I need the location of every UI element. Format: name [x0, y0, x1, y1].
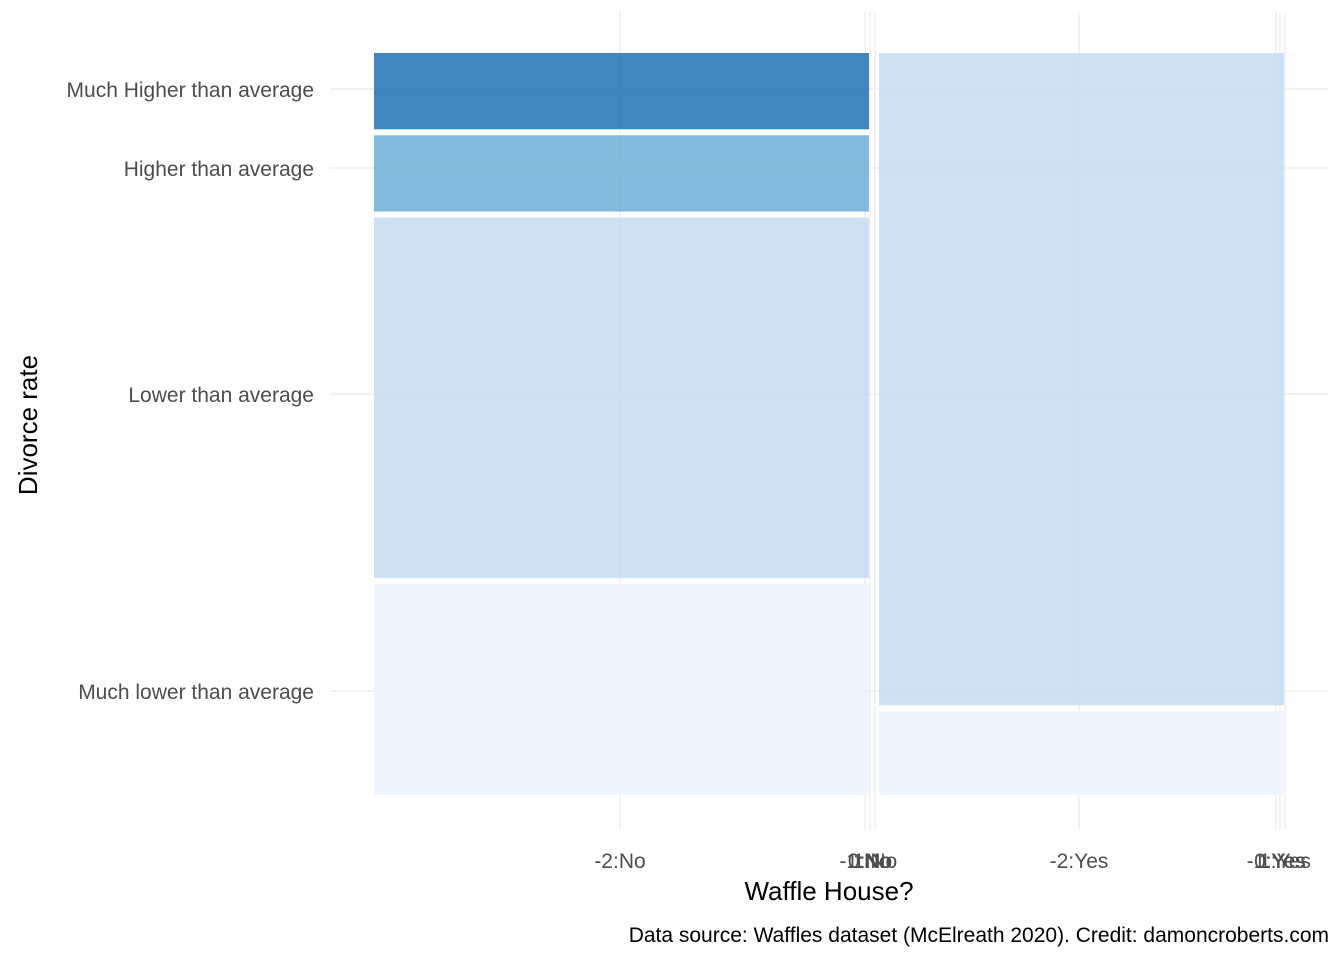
- mosaic-tile: [374, 53, 869, 130]
- mosaic-tiles: [374, 53, 1284, 795]
- y-tick-label: Much lower than average: [78, 681, 314, 704]
- caption: Data source: Waffles dataset (McElreath …: [629, 924, 1329, 947]
- mosaic-tile: [374, 217, 869, 579]
- x-tick-label: 0:No: [848, 850, 892, 873]
- x-tick-label: -1:Yes: [1247, 850, 1306, 873]
- mosaic-tile: [879, 711, 1284, 795]
- x-tick-label: 1:No: [853, 850, 897, 873]
- y-tick-label: Much Higher than average: [67, 79, 314, 102]
- y-tick-label: Lower than average: [128, 384, 314, 407]
- x-axis-title: Waffle House?: [744, 876, 913, 906]
- y-axis-ticks: Much Higher than average Higher than aver…: [67, 79, 314, 704]
- y-axis-title: Divorce rate: [13, 355, 43, 495]
- mosaic-tile: [374, 135, 869, 212]
- x-tick-label: -1:No: [839, 850, 890, 873]
- mosaic-tile: [879, 53, 1284, 706]
- x-tick-label: 1:Yes: [1259, 850, 1311, 873]
- x-tick-label: -2:Yes: [1050, 850, 1109, 873]
- x-tick-label: 0:Yes: [1254, 850, 1306, 873]
- x-tick-label: -2:No: [594, 850, 645, 873]
- mosaic-tile: [374, 584, 869, 795]
- y-tick-label: Higher than average: [124, 158, 314, 181]
